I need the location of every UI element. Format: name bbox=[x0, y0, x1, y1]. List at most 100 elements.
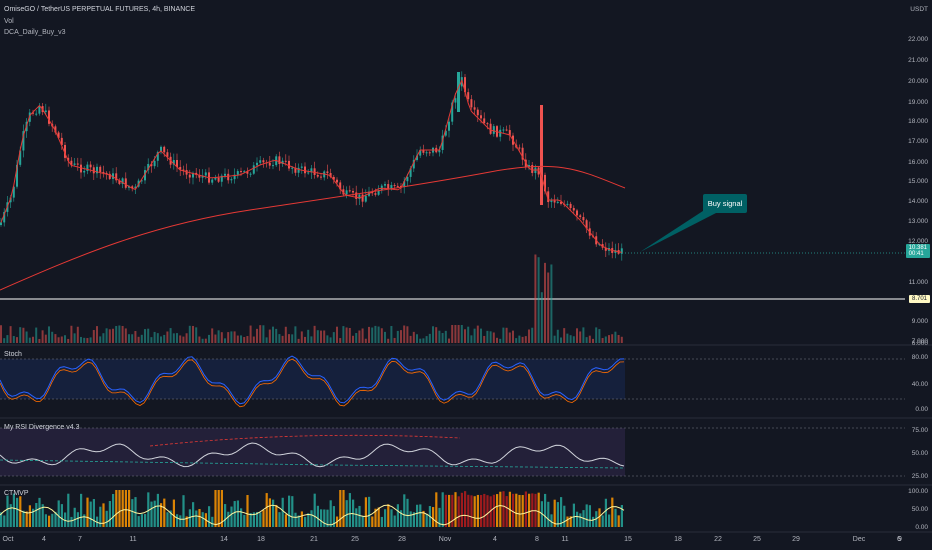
ctmvp-bar bbox=[150, 501, 153, 527]
candle-body bbox=[441, 135, 444, 150]
volume-bar bbox=[611, 334, 614, 343]
candle-body bbox=[272, 165, 274, 167]
candle-body bbox=[268, 162, 271, 166]
candle-body bbox=[339, 182, 342, 190]
volume-bar bbox=[454, 325, 457, 343]
candle-body bbox=[480, 115, 482, 119]
candle-body bbox=[124, 178, 127, 188]
ctmvp-bar bbox=[86, 497, 89, 527]
time-axis-label: 7 bbox=[78, 536, 82, 543]
volume-label: Vol bbox=[4, 18, 14, 25]
ctmvp-bar bbox=[348, 493, 351, 527]
volume-bar bbox=[300, 331, 303, 343]
candle-body bbox=[64, 144, 66, 158]
candle-body bbox=[416, 155, 418, 160]
volume-bar bbox=[86, 338, 89, 343]
ctmvp-bar bbox=[60, 504, 63, 527]
candle-body bbox=[153, 160, 156, 167]
volume-bar bbox=[12, 336, 15, 343]
price-axis-label: 12.000 bbox=[908, 238, 928, 245]
volume-bar bbox=[608, 335, 610, 343]
candle-body bbox=[364, 195, 367, 202]
ctmvp-bar bbox=[265, 493, 268, 527]
ctmvp-bar bbox=[377, 507, 380, 527]
volume-bar bbox=[252, 336, 255, 343]
volume-bar bbox=[579, 331, 582, 343]
volume-bar bbox=[467, 326, 470, 343]
buy-signal-callout[interactable]: Buy signal bbox=[703, 194, 747, 213]
ctmvp-bar bbox=[608, 514, 611, 527]
volume-bar bbox=[457, 325, 460, 343]
time-axis-label: 14 bbox=[220, 536, 228, 543]
candle-body bbox=[457, 72, 460, 112]
volume-bar bbox=[569, 335, 572, 343]
candle-body bbox=[179, 166, 182, 170]
ctmvp-bar bbox=[249, 513, 252, 527]
volume-bar bbox=[470, 335, 473, 343]
volume-bar bbox=[323, 330, 326, 343]
volume-bar bbox=[80, 336, 82, 343]
ctmvp-bar bbox=[38, 497, 41, 527]
ctmvp-bar bbox=[188, 509, 191, 527]
volume-bar bbox=[83, 337, 86, 343]
candle-body bbox=[182, 169, 185, 171]
volume-bar bbox=[6, 335, 9, 343]
ctmvp-bar bbox=[54, 511, 57, 527]
volume-bar bbox=[441, 333, 444, 343]
volume-bar bbox=[160, 336, 162, 343]
volume-bar bbox=[137, 336, 140, 343]
volume-bar bbox=[211, 328, 214, 343]
ctmvp-bar bbox=[403, 494, 406, 527]
fast-moving-average bbox=[0, 78, 622, 253]
volume-bar bbox=[217, 330, 220, 343]
ctmvp-bar bbox=[412, 512, 415, 527]
ctmvp-bar bbox=[598, 508, 601, 527]
candle-body bbox=[358, 194, 361, 199]
volume-bar bbox=[492, 332, 495, 343]
ctmvp-bar bbox=[156, 493, 159, 527]
volume-bar bbox=[121, 325, 124, 343]
candle-body bbox=[585, 220, 588, 229]
price-axis-label: 22.000 bbox=[908, 36, 928, 43]
candle-body bbox=[227, 173, 230, 181]
rsi-axis-25: 25.00 bbox=[911, 473, 928, 480]
volume-bar bbox=[38, 338, 41, 343]
stoch-label[interactable]: Stoch bbox=[4, 351, 22, 358]
volume-bar bbox=[284, 326, 287, 343]
time-axis-label: 18 bbox=[674, 536, 682, 543]
candle-body bbox=[144, 170, 146, 181]
rsi-label[interactable]: My RSI Divergence v4.3 bbox=[4, 424, 80, 431]
volume-bar bbox=[204, 338, 207, 343]
time-axis-label: 21 bbox=[310, 536, 318, 543]
ctmvp-bar bbox=[198, 509, 201, 527]
last-price-tag: 10.381 00:41 bbox=[905, 244, 930, 258]
rsi-line bbox=[0, 442, 625, 468]
ctmvp-bar bbox=[476, 494, 479, 527]
volume-bar bbox=[371, 327, 374, 343]
ctmvp-bar bbox=[41, 504, 44, 527]
ctmvp-bar bbox=[224, 504, 227, 527]
volume-bar bbox=[620, 336, 623, 343]
ctmvp-label[interactable]: CTMVP bbox=[4, 490, 29, 497]
candle-body bbox=[572, 208, 575, 211]
indicator-label: DCA_Daily_Buy_v3 bbox=[4, 29, 66, 36]
volume-bar bbox=[566, 333, 569, 343]
candle-body bbox=[553, 200, 556, 203]
volume-bar bbox=[496, 337, 498, 343]
volume-bar bbox=[601, 338, 604, 343]
ctmvp-bar bbox=[256, 511, 259, 527]
volume-bar bbox=[99, 336, 102, 343]
ctmvp-bar bbox=[611, 497, 614, 527]
ctmvp-bar bbox=[240, 508, 243, 527]
volume-bar bbox=[409, 335, 412, 343]
candle-body bbox=[396, 185, 399, 187]
callout-pointer bbox=[640, 209, 716, 252]
ctmvp-bar bbox=[259, 512, 262, 527]
volume-bar bbox=[400, 330, 402, 343]
ctmvp-bar bbox=[153, 500, 156, 527]
candle-body bbox=[172, 160, 175, 165]
ctmvp-bar bbox=[192, 502, 195, 527]
ctmvp-bar bbox=[102, 503, 105, 527]
stoch-k-line bbox=[0, 355, 625, 405]
